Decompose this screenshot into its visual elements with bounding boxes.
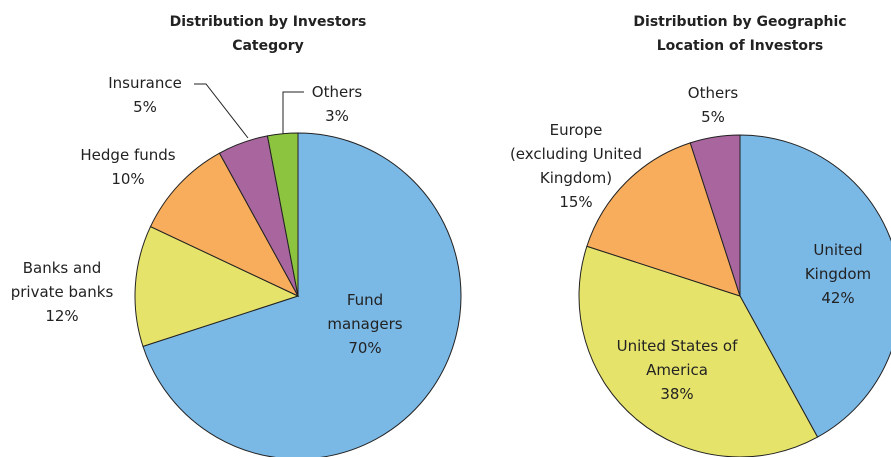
slice-label: Banks and private banks [11,259,114,301]
pie-slice [134,225,300,348]
pie-slice [142,132,462,457]
pie-slice [149,152,300,298]
chart-title: Distribution by Investors Category [170,14,367,54]
slice-label: Europe (excluding United Kingdom) [510,121,642,187]
slice-label: Insurance [108,74,182,92]
slice-label: Fund managers [327,291,402,333]
leader-line [282,91,304,134]
slice-label: United States of America [617,337,739,379]
slice-value-label: 3% [325,107,349,125]
slice-value-label: 5% [133,98,157,116]
chart-title: Distribution by Geographic Location of In… [633,14,846,54]
slice-value-label: 15% [559,193,592,211]
pie-slice [586,142,741,297]
slice-value-label: 10% [111,170,144,188]
pie-slice [578,245,819,457]
slice-value-label: 38% [660,385,693,403]
pie-slice [689,134,741,297]
slice-label: Others [688,84,739,102]
pie-slice [739,134,891,438]
slice-value-label: 12% [45,307,78,325]
leader-line [194,83,249,139]
slice-label: Others [312,83,363,101]
slice-label: United Kingdom [805,241,871,283]
slice-value-label: 42% [821,289,854,307]
slice-value-label: 5% [701,108,725,126]
slice-value-label: 70% [348,339,381,357]
slice-label: Hedge funds [80,146,175,164]
